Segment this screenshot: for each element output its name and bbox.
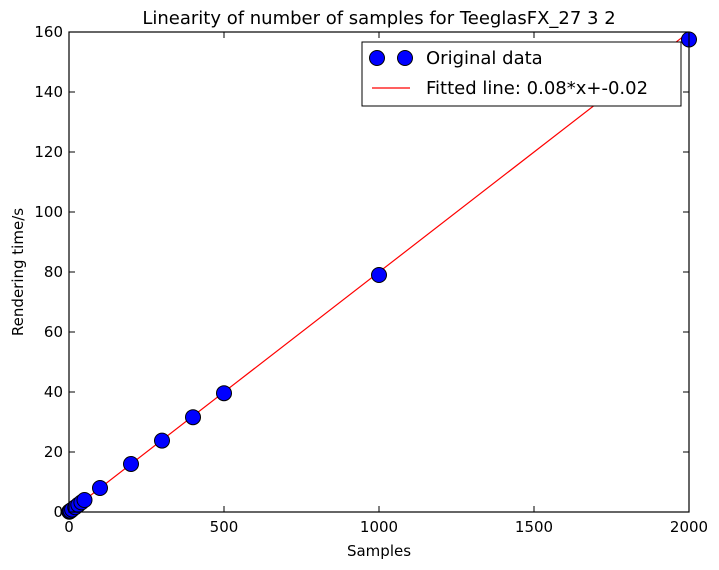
- x-tick-label: 500: [210, 518, 239, 536]
- legend-marker-original-1: [369, 50, 385, 66]
- legend-label-fitted: Fitted line: 0.08*x+-0.02: [426, 78, 648, 99]
- y-tick-label: 80: [44, 263, 63, 281]
- tick-labels: 0 500 1000 1500 2000 0 20 40 60 80 100 120 140 160: [34, 23, 708, 536]
- y-axis-label: Rendering time/s: [9, 208, 27, 336]
- data-points-layer: [61, 31, 697, 520]
- data-point: [92, 480, 108, 496]
- y-tick-label: 120: [34, 143, 63, 161]
- y-tick-label: 160: [34, 23, 63, 41]
- y-tick-label: 100: [34, 203, 63, 221]
- chart-title: Linearity of number of samples for Teegl…: [142, 8, 615, 29]
- data-point: [216, 385, 232, 402]
- x-tick-label: 1500: [515, 518, 553, 536]
- plot-border: [68, 31, 690, 513]
- x-tick-label: 0: [64, 518, 74, 536]
- legend: Original data Fitted line: 0.08*x+-0.02: [361, 41, 682, 107]
- y-tick-label: 0: [53, 503, 63, 521]
- data-point: [154, 432, 170, 449]
- data-point: [185, 409, 201, 426]
- data-point: [371, 267, 387, 283]
- legend-label-original: Original data: [426, 48, 543, 69]
- y-tick-label: 60: [44, 323, 63, 341]
- y-tick-label: 40: [44, 383, 63, 401]
- legend-marker-original-2: [397, 50, 413, 66]
- legend-box: [361, 41, 682, 107]
- data-point: [76, 492, 93, 508]
- y-tick-label: 20: [44, 443, 63, 461]
- x-tick-label: 2000: [670, 518, 708, 536]
- data-point: [123, 456, 139, 472]
- y-tick-label: 140: [34, 83, 63, 101]
- x-tick-label: 1000: [360, 518, 398, 536]
- x-axis-label: Samples: [347, 542, 411, 560]
